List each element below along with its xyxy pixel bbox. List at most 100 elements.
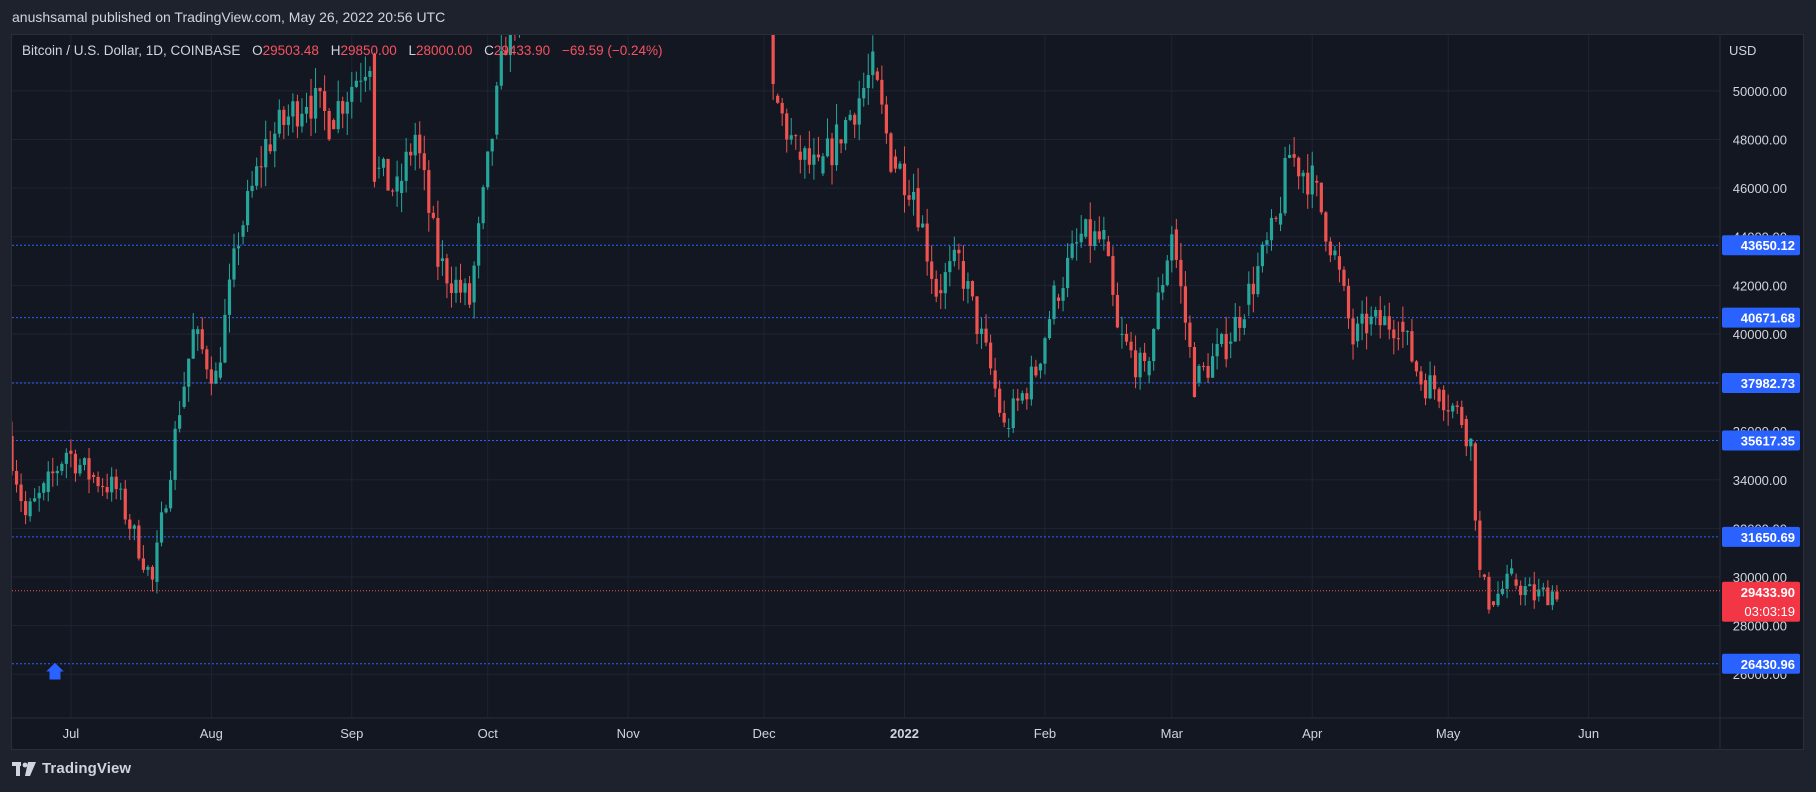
candle-body[interactable] (273, 133, 277, 152)
candle-body[interactable] (354, 80, 358, 87)
candle-body[interactable] (141, 558, 145, 570)
candle-body[interactable] (209, 369, 213, 384)
candle-body[interactable] (1129, 341, 1133, 351)
candle-body[interactable] (372, 54, 377, 182)
candle-body[interactable] (304, 106, 309, 114)
candle-body[interactable] (780, 102, 784, 114)
candle-body[interactable] (214, 370, 218, 384)
candle-body[interactable] (911, 191, 916, 200)
candle-body[interactable] (96, 476, 100, 487)
tradingview-brand[interactable]: TradingView (12, 760, 131, 777)
candle-body[interactable] (943, 272, 947, 294)
candle-body[interactable] (490, 138, 494, 152)
candle-body[interactable] (359, 80, 363, 82)
candle-body[interactable] (390, 190, 395, 192)
candle-body[interactable] (1319, 182, 1323, 213)
candle-body[interactable] (1056, 297, 1061, 301)
candle-body[interactable] (440, 258, 444, 262)
candle-body[interactable] (1487, 576, 1491, 610)
candle-body[interactable] (1451, 405, 1455, 412)
candle-body[interactable] (1342, 269, 1346, 286)
candle-body[interactable] (1179, 259, 1183, 287)
candle-body[interactable] (42, 483, 46, 493)
candle-body[interactable] (789, 135, 793, 140)
candle-body[interactable] (1143, 352, 1147, 362)
candle-body[interactable] (259, 166, 263, 168)
candle-body[interactable] (1351, 318, 1355, 345)
candle-body[interactable] (472, 265, 476, 303)
candle-body[interactable] (1333, 250, 1337, 256)
candle-body[interactable] (477, 223, 481, 266)
currency-label[interactable]: USD (1729, 43, 1757, 58)
candle-body[interactable] (28, 501, 32, 517)
candle-body[interactable] (241, 225, 245, 237)
candle-body[interactable] (1229, 341, 1233, 344)
candle-body[interactable] (979, 328, 984, 335)
candle-body[interactable] (1288, 154, 1292, 159)
candle-body[interactable] (1428, 375, 1432, 399)
candle-body[interactable] (155, 542, 159, 582)
candle-body[interactable] (191, 329, 195, 359)
candle-body[interactable] (291, 101, 295, 117)
candle-body[interactable] (1414, 361, 1419, 372)
candle-body[interactable] (1419, 371, 1423, 385)
candle-body[interactable] (866, 75, 870, 89)
candle-body[interactable] (504, 50, 508, 56)
candle-body[interactable] (182, 386, 186, 407)
candle-body[interactable] (110, 476, 114, 493)
candle-body[interactable] (984, 328, 988, 343)
candle-body[interactable] (1034, 366, 1038, 376)
candle-body[interactable] (300, 113, 304, 127)
candle-body[interactable] (295, 101, 300, 127)
candle-body[interactable] (875, 71, 879, 80)
candle-body[interactable] (282, 109, 286, 125)
candle-body[interactable] (64, 452, 68, 464)
candle-body[interactable] (327, 110, 331, 140)
candle-body[interactable] (232, 248, 236, 280)
candle-body[interactable] (857, 98, 861, 125)
candle-body[interactable] (386, 158, 390, 191)
candle-body[interactable] (33, 498, 37, 502)
candle-body[interactable] (1324, 212, 1328, 242)
candle-body[interactable] (1328, 241, 1332, 256)
candle-body[interactable] (1278, 213, 1283, 225)
candle-body[interactable] (1061, 288, 1065, 301)
candle-body[interactable] (350, 86, 354, 102)
candle-body[interactable] (1387, 316, 1391, 330)
candle-body[interactable] (853, 114, 857, 125)
candle-body[interactable] (123, 488, 127, 520)
candle-body[interactable] (893, 156, 898, 169)
candle-body[interactable] (921, 223, 925, 228)
candle-body[interactable] (1260, 244, 1265, 267)
candle-body[interactable] (1047, 319, 1052, 339)
candle-body[interactable] (1020, 393, 1024, 401)
candle-body[interactable] (14, 470, 19, 485)
candle-body[interactable] (245, 191, 250, 226)
candle-body[interactable] (871, 51, 875, 76)
candle-body[interactable] (1097, 231, 1101, 240)
candle-body[interactable] (1025, 393, 1029, 400)
candle-body[interactable] (934, 278, 938, 297)
candle-body[interactable] (418, 134, 422, 154)
candle-body[interactable] (1509, 568, 1514, 574)
candle-body[interactable] (1464, 419, 1468, 447)
candle-body[interactable] (236, 246, 241, 249)
candle-body[interactable] (1115, 294, 1120, 328)
candle-body[interactable] (55, 470, 59, 474)
candle-body[interactable] (463, 283, 467, 293)
candle-body[interactable] (173, 428, 177, 480)
candle-body[interactable] (46, 471, 50, 492)
candle-body[interactable] (1292, 154, 1296, 158)
candle-body[interactable] (988, 342, 993, 369)
candle-body[interactable] (970, 281, 975, 297)
candle-body[interactable] (1133, 350, 1138, 378)
candle-body[interactable] (1052, 285, 1056, 320)
candle-body[interactable] (1423, 380, 1428, 399)
candle-body[interactable] (1220, 334, 1224, 344)
symbol-label[interactable]: Bitcoin / U.S. Dollar, 1D, COINBASE (22, 43, 241, 58)
candle-body[interactable] (1070, 243, 1074, 258)
candle-body[interactable] (368, 70, 372, 77)
candle-body[interactable] (422, 153, 426, 171)
candle-body[interactable] (902, 163, 907, 196)
